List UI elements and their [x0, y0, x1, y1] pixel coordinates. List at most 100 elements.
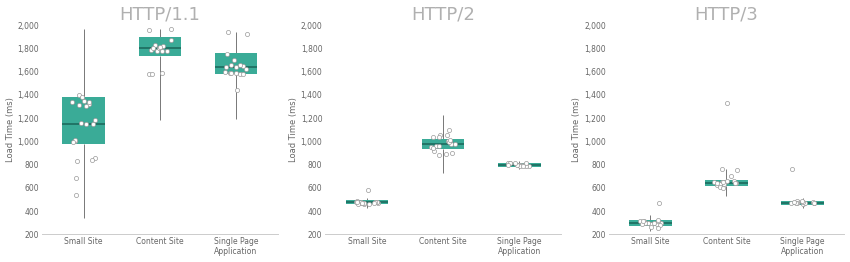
Point [368, 200, 382, 204]
Point [145, 46, 159, 51]
Point [444, 141, 457, 146]
Point [69, 193, 82, 197]
Point [728, 179, 741, 183]
Point [228, 58, 241, 62]
Point [429, 144, 443, 148]
Point [439, 133, 453, 138]
Point [86, 122, 99, 126]
Point [790, 199, 804, 203]
Point [66, 140, 80, 145]
Point [145, 72, 159, 76]
Point [79, 122, 93, 126]
Point [636, 219, 649, 223]
Point [143, 28, 156, 32]
Point [235, 72, 249, 76]
Point [426, 146, 439, 150]
Title: HTTP/2: HTTP/2 [411, 6, 475, 24]
Point [642, 221, 655, 225]
Point [355, 201, 369, 206]
Point [150, 48, 163, 53]
Point [442, 140, 456, 145]
Point [65, 100, 79, 104]
Point [806, 200, 819, 204]
Bar [346, 200, 388, 204]
Point [501, 161, 514, 165]
Point [219, 65, 233, 69]
Point [433, 153, 446, 157]
Point [718, 180, 732, 184]
Point [720, 101, 734, 105]
Point [72, 93, 86, 97]
Point [785, 201, 798, 205]
Point [218, 69, 231, 74]
Point [356, 201, 370, 205]
Point [791, 200, 805, 204]
Point [69, 138, 82, 142]
Point [82, 100, 95, 104]
Bar [62, 97, 105, 144]
Point [74, 121, 88, 125]
Point [503, 161, 517, 166]
Point [654, 221, 667, 225]
Point [370, 200, 383, 204]
Point [353, 201, 366, 206]
Point [352, 202, 366, 206]
Point [152, 46, 166, 51]
Point [156, 48, 169, 53]
Point [361, 188, 375, 192]
Point [790, 201, 803, 206]
Point [522, 163, 536, 168]
Point [142, 72, 156, 76]
Point [354, 200, 368, 204]
Point [638, 221, 652, 225]
Point [808, 201, 821, 206]
Title: HTTP/3: HTTP/3 [694, 6, 758, 24]
Point [224, 71, 238, 75]
Point [649, 222, 663, 226]
Point [445, 151, 459, 155]
Point [230, 88, 244, 92]
Point [448, 141, 462, 146]
Point [156, 71, 169, 75]
Bar [781, 201, 824, 205]
Point [441, 139, 455, 143]
Point [222, 30, 235, 34]
Point [798, 201, 812, 206]
Point [443, 140, 456, 145]
Bar [498, 163, 541, 167]
Point [77, 99, 91, 103]
Point [230, 71, 243, 75]
Point [164, 26, 178, 31]
Bar [422, 139, 464, 149]
Point [729, 181, 743, 185]
Point [711, 181, 724, 185]
Point [433, 133, 446, 138]
Point [439, 152, 453, 156]
Point [432, 144, 445, 148]
Point [638, 219, 651, 223]
Point [514, 162, 528, 167]
Point [787, 200, 801, 204]
Point [790, 200, 803, 204]
Point [160, 48, 173, 53]
Point [516, 163, 530, 168]
Point [501, 162, 514, 167]
Point [713, 184, 727, 189]
Point [644, 225, 658, 230]
Point [220, 52, 234, 56]
Point [148, 43, 162, 47]
Point [239, 67, 252, 71]
Point [711, 183, 724, 188]
Point [443, 138, 456, 142]
Point [713, 182, 727, 186]
Y-axis label: Load Time (ms): Load Time (ms) [572, 97, 581, 162]
Point [241, 32, 254, 36]
Point [796, 199, 809, 203]
Point [224, 71, 237, 75]
Bar [139, 37, 181, 57]
Point [164, 38, 178, 42]
Point [85, 158, 99, 162]
Point [725, 174, 739, 178]
Point [518, 163, 532, 168]
Point [233, 72, 246, 76]
